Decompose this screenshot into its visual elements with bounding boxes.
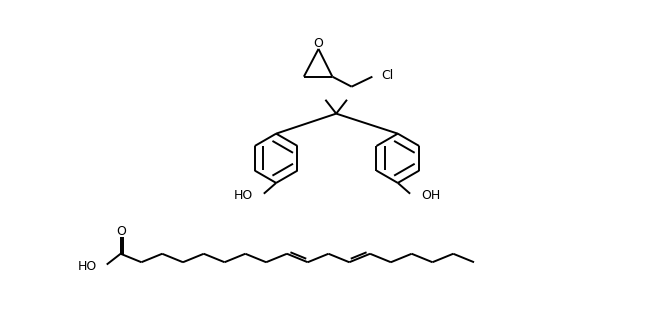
Text: HO: HO: [234, 189, 253, 202]
Text: O: O: [116, 225, 127, 238]
Text: Cl: Cl: [382, 69, 394, 82]
Text: OH: OH: [421, 189, 440, 202]
Text: O: O: [314, 37, 323, 50]
Text: HO: HO: [77, 259, 96, 273]
